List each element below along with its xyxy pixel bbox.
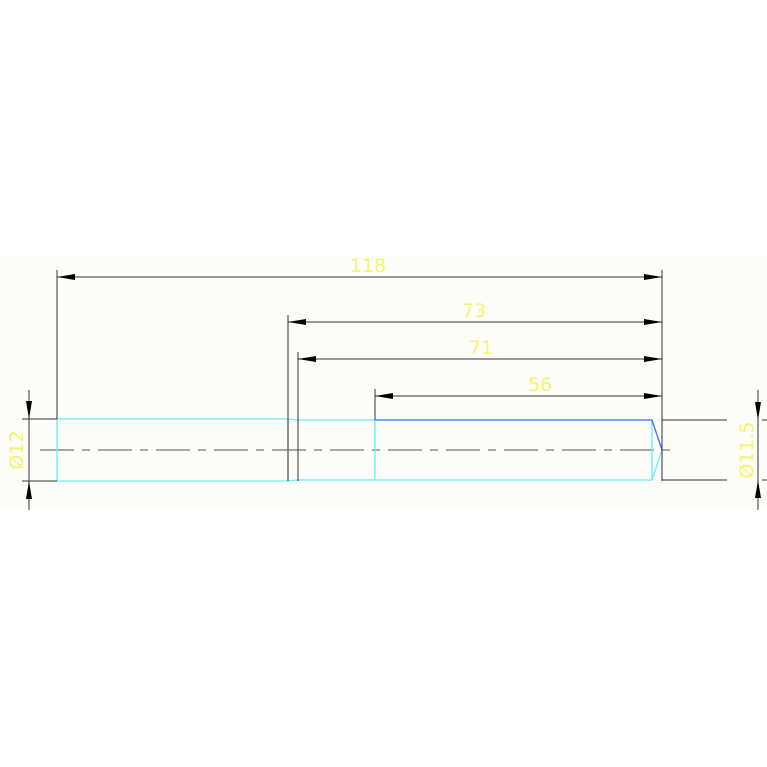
dim-text-118: 118 — [350, 255, 386, 277]
highlighted-edge — [375, 419, 663, 451]
dim-text-dia115: Ø11.5 — [736, 421, 758, 478]
dim-text-56: 56 — [528, 374, 552, 396]
background-band — [0, 255, 767, 510]
dim-text-dia12: Ø12 — [6, 430, 28, 469]
dim-text-71: 71 — [469, 337, 493, 359]
dim-text-73: 73 — [462, 300, 486, 322]
